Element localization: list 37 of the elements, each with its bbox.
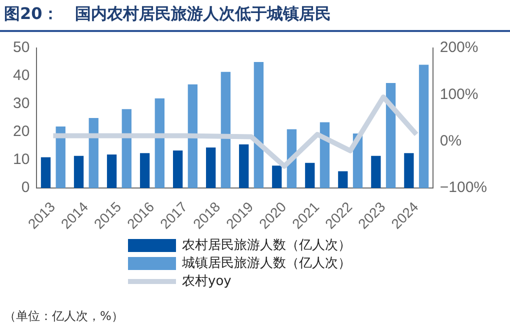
legend-label: 农村yoy [182,273,232,290]
bar [404,153,414,188]
bar [74,156,84,188]
y-tick-label: 10 [12,151,30,168]
bar [173,150,183,188]
bar [272,166,282,188]
bar [386,83,396,188]
y-tick-label: 50 [12,39,30,56]
bar [254,62,264,188]
y2-tick-label: −100% [440,179,487,196]
y2-tick-label: 0% [440,132,462,150]
bar [106,154,117,188]
bar [206,147,216,188]
bar [188,84,198,188]
bar [338,171,348,188]
bar [320,122,330,188]
bar [56,126,66,188]
bar [140,153,150,188]
y-tick-label: 40 [12,67,30,84]
bar [154,98,164,188]
bar [220,72,231,188]
bar [239,144,249,188]
bar [88,118,98,188]
legend-label: 农村居民旅游人数（亿人次） [182,237,351,254]
chart-title: 图20： 国内农村居民旅游人次低于城镇居民 [4,4,331,25]
legend-label: 城镇居民旅游人数（亿人次） [182,255,351,272]
y2-tick-label: 100% [440,86,478,103]
bar [371,156,381,188]
y2-tick-label: 200% [440,39,478,56]
y-tick-label: 30 [12,95,30,112]
y-tick-label: 20 [12,123,30,140]
bar [305,162,315,188]
text: （单位：亿人次，%） [4,308,124,325]
y-tick-label: 0 [21,179,30,196]
bar [418,64,429,188]
bar [122,109,132,188]
bar [40,157,51,188]
